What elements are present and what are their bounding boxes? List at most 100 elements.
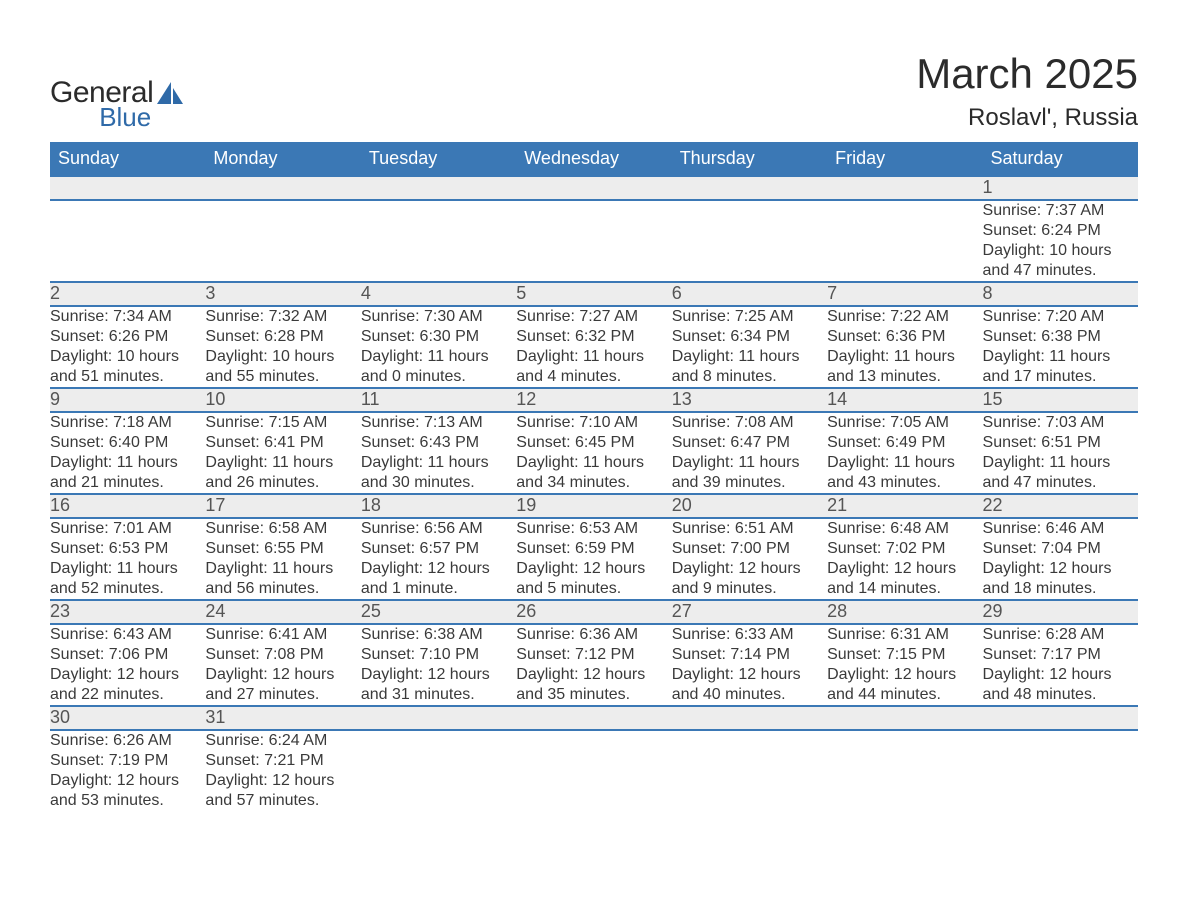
day-number-cell: 7 bbox=[827, 282, 982, 306]
weekday-header: Wednesday bbox=[516, 142, 671, 176]
day-number-cell: 6 bbox=[672, 282, 827, 306]
daylight-text: Daylight: 11 hours and 8 minutes. bbox=[672, 347, 827, 387]
daylight-text: Daylight: 11 hours and 30 minutes. bbox=[361, 453, 516, 493]
sunset-text: Sunset: 7:04 PM bbox=[983, 539, 1138, 559]
sunrise-text: Sunrise: 7:01 AM bbox=[50, 519, 205, 539]
sunrise-text: Sunrise: 6:58 AM bbox=[205, 519, 360, 539]
day-content-cell: Sunrise: 7:22 AMSunset: 6:36 PMDaylight:… bbox=[827, 306, 982, 388]
sunrise-text: Sunrise: 6:36 AM bbox=[516, 625, 671, 645]
day-number-cell: 8 bbox=[983, 282, 1138, 306]
sunrise-text: Sunrise: 6:46 AM bbox=[983, 519, 1138, 539]
day-number-row: 23242526272829 bbox=[50, 600, 1138, 624]
daylight-text: Daylight: 11 hours and 47 minutes. bbox=[983, 453, 1138, 493]
daylight-text: Daylight: 11 hours and 17 minutes. bbox=[983, 347, 1138, 387]
day-content-cell: Sunrise: 6:33 AMSunset: 7:14 PMDaylight:… bbox=[672, 624, 827, 706]
sunset-text: Sunset: 6:53 PM bbox=[50, 539, 205, 559]
day-content-cell: Sunrise: 6:51 AMSunset: 7:00 PMDaylight:… bbox=[672, 518, 827, 600]
day-number-cell bbox=[205, 176, 360, 200]
day-number-cell: 15 bbox=[983, 388, 1138, 412]
day-content-cell: Sunrise: 6:58 AMSunset: 6:55 PMDaylight:… bbox=[205, 518, 360, 600]
day-number-cell: 3 bbox=[205, 282, 360, 306]
day-number-row: 3031 bbox=[50, 706, 1138, 730]
sunrise-text: Sunrise: 7:32 AM bbox=[205, 307, 360, 327]
sunset-text: Sunset: 7:00 PM bbox=[672, 539, 827, 559]
sunset-text: Sunset: 7:21 PM bbox=[205, 751, 360, 771]
sunset-text: Sunset: 6:40 PM bbox=[50, 433, 205, 453]
sunrise-text: Sunrise: 6:26 AM bbox=[50, 731, 205, 751]
day-content-cell: Sunrise: 7:10 AMSunset: 6:45 PMDaylight:… bbox=[516, 412, 671, 494]
daylight-text: Daylight: 10 hours and 47 minutes. bbox=[983, 241, 1138, 281]
daylight-text: Daylight: 11 hours and 56 minutes. bbox=[205, 559, 360, 599]
day-number-cell: 19 bbox=[516, 494, 671, 518]
day-content-cell bbox=[516, 200, 671, 282]
day-number-cell bbox=[827, 706, 982, 730]
title-block: March 2025 Roslavl', Russia bbox=[916, 50, 1138, 132]
daylight-text: Daylight: 11 hours and 21 minutes. bbox=[50, 453, 205, 493]
day-content-cell: Sunrise: 7:37 AMSunset: 6:24 PMDaylight:… bbox=[983, 200, 1138, 282]
day-content-cell: Sunrise: 6:28 AMSunset: 7:17 PMDaylight:… bbox=[983, 624, 1138, 706]
day-content-cell: Sunrise: 7:13 AMSunset: 6:43 PMDaylight:… bbox=[361, 412, 516, 494]
day-number-row: 9101112131415 bbox=[50, 388, 1138, 412]
sunrise-text: Sunrise: 6:48 AM bbox=[827, 519, 982, 539]
sunset-text: Sunset: 6:41 PM bbox=[205, 433, 360, 453]
weekday-header: Saturday bbox=[983, 142, 1138, 176]
daylight-text: Daylight: 11 hours and 13 minutes. bbox=[827, 347, 982, 387]
day-number-cell: 23 bbox=[50, 600, 205, 624]
location-label: Roslavl', Russia bbox=[916, 104, 1138, 132]
header: General Blue March 2025 Roslavl', Russia bbox=[50, 50, 1138, 132]
sunrise-text: Sunrise: 6:24 AM bbox=[205, 731, 360, 751]
daylight-text: Daylight: 12 hours and 27 minutes. bbox=[205, 665, 360, 705]
day-number-cell: 28 bbox=[827, 600, 982, 624]
day-number-cell: 9 bbox=[50, 388, 205, 412]
daylight-text: Daylight: 12 hours and 53 minutes. bbox=[50, 771, 205, 811]
day-number-cell bbox=[983, 706, 1138, 730]
sunset-text: Sunset: 6:59 PM bbox=[516, 539, 671, 559]
daylight-text: Daylight: 11 hours and 43 minutes. bbox=[827, 453, 982, 493]
day-number-cell: 21 bbox=[827, 494, 982, 518]
sunset-text: Sunset: 6:24 PM bbox=[983, 221, 1138, 241]
day-number-cell: 22 bbox=[983, 494, 1138, 518]
day-content-row: Sunrise: 6:43 AMSunset: 7:06 PMDaylight:… bbox=[50, 624, 1138, 706]
day-content-row: Sunrise: 6:26 AMSunset: 7:19 PMDaylight:… bbox=[50, 730, 1138, 812]
day-number-cell: 12 bbox=[516, 388, 671, 412]
day-number-cell: 24 bbox=[205, 600, 360, 624]
sunrise-text: Sunrise: 7:03 AM bbox=[983, 413, 1138, 433]
daylight-text: Daylight: 11 hours and 0 minutes. bbox=[361, 347, 516, 387]
weekday-header: Friday bbox=[827, 142, 982, 176]
day-number-cell: 20 bbox=[672, 494, 827, 518]
day-number-cell bbox=[516, 706, 671, 730]
sunrise-text: Sunrise: 6:43 AM bbox=[50, 625, 205, 645]
sunset-text: Sunset: 7:02 PM bbox=[827, 539, 982, 559]
day-content-cell: Sunrise: 7:27 AMSunset: 6:32 PMDaylight:… bbox=[516, 306, 671, 388]
day-number-cell: 27 bbox=[672, 600, 827, 624]
sunset-text: Sunset: 7:12 PM bbox=[516, 645, 671, 665]
daylight-text: Daylight: 11 hours and 39 minutes. bbox=[672, 453, 827, 493]
day-content-cell bbox=[516, 730, 671, 812]
day-content-cell: Sunrise: 6:46 AMSunset: 7:04 PMDaylight:… bbox=[983, 518, 1138, 600]
sunrise-text: Sunrise: 6:38 AM bbox=[361, 625, 516, 645]
sunset-text: Sunset: 7:15 PM bbox=[827, 645, 982, 665]
sunset-text: Sunset: 7:10 PM bbox=[361, 645, 516, 665]
sunrise-text: Sunrise: 7:05 AM bbox=[827, 413, 982, 433]
day-content-cell: Sunrise: 6:38 AMSunset: 7:10 PMDaylight:… bbox=[361, 624, 516, 706]
day-content-cell: Sunrise: 7:30 AMSunset: 6:30 PMDaylight:… bbox=[361, 306, 516, 388]
day-content-cell: Sunrise: 6:53 AMSunset: 6:59 PMDaylight:… bbox=[516, 518, 671, 600]
daylight-text: Daylight: 12 hours and 1 minute. bbox=[361, 559, 516, 599]
daylight-text: Daylight: 11 hours and 34 minutes. bbox=[516, 453, 671, 493]
sunset-text: Sunset: 6:51 PM bbox=[983, 433, 1138, 453]
sunrise-text: Sunrise: 6:31 AM bbox=[827, 625, 982, 645]
day-number-cell bbox=[50, 176, 205, 200]
sunset-text: Sunset: 6:36 PM bbox=[827, 327, 982, 347]
calendar-table: Sunday Monday Tuesday Wednesday Thursday… bbox=[50, 142, 1138, 812]
day-number-cell: 14 bbox=[827, 388, 982, 412]
sunset-text: Sunset: 6:32 PM bbox=[516, 327, 671, 347]
daylight-text: Daylight: 12 hours and 35 minutes. bbox=[516, 665, 671, 705]
weekday-header: Thursday bbox=[672, 142, 827, 176]
daylight-text: Daylight: 12 hours and 9 minutes. bbox=[672, 559, 827, 599]
day-content-cell: Sunrise: 7:15 AMSunset: 6:41 PMDaylight:… bbox=[205, 412, 360, 494]
day-content-cell: Sunrise: 6:56 AMSunset: 6:57 PMDaylight:… bbox=[361, 518, 516, 600]
day-content-cell bbox=[827, 200, 982, 282]
day-number-cell: 10 bbox=[205, 388, 360, 412]
day-number-cell: 4 bbox=[361, 282, 516, 306]
sunset-text: Sunset: 6:26 PM bbox=[50, 327, 205, 347]
